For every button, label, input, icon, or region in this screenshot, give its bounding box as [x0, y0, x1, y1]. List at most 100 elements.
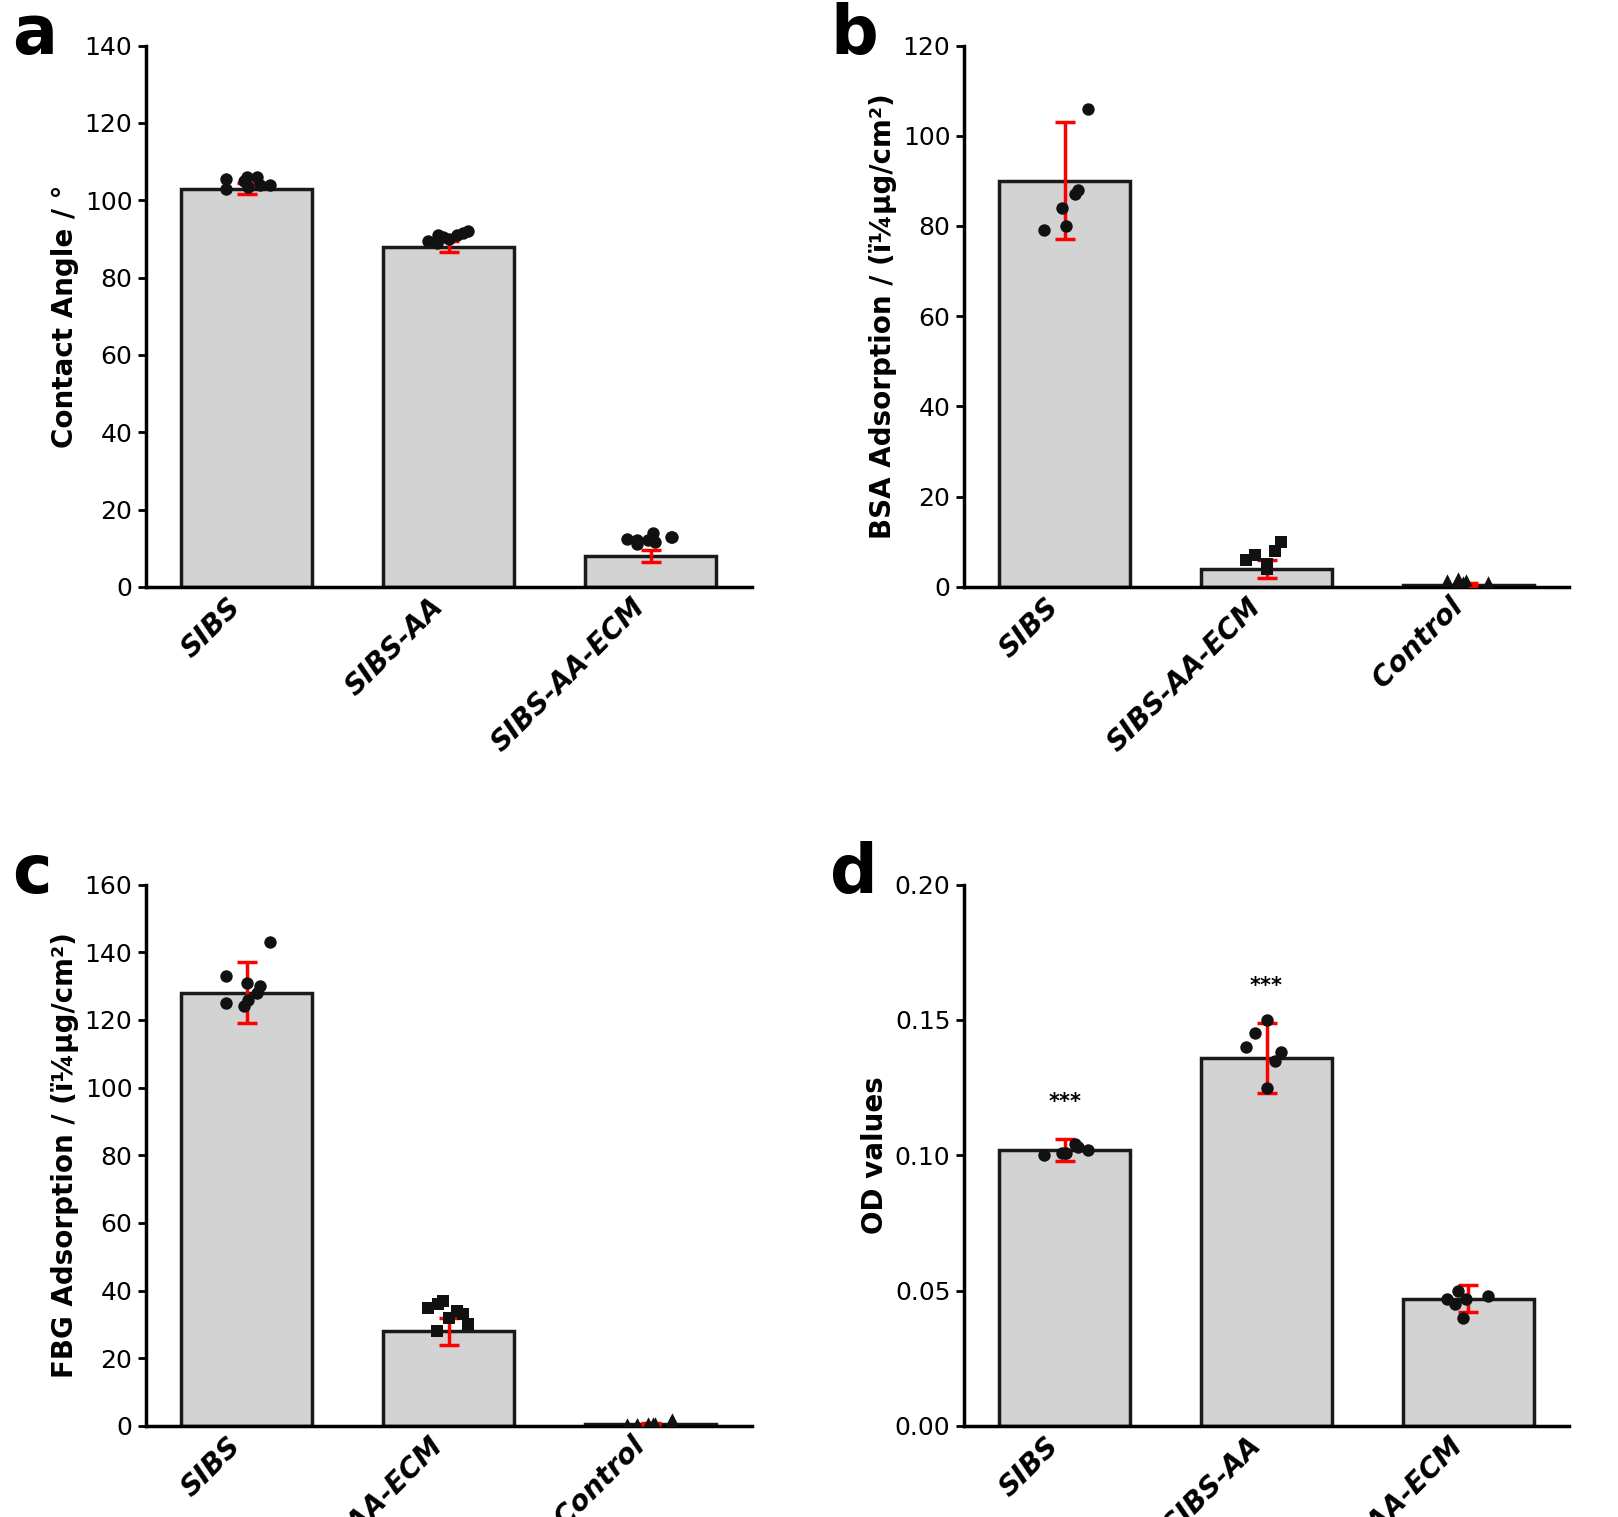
Point: [641, 520, 667, 545]
Point: [636, 1411, 662, 1435]
Point: [424, 231, 450, 255]
Point: [1453, 1286, 1479, 1311]
Text: a: a: [13, 2, 57, 68]
Point: [214, 167, 239, 191]
Point: [1053, 214, 1079, 238]
Text: ***: ***: [1048, 1092, 1081, 1112]
Point: [244, 981, 270, 1006]
Point: [1435, 567, 1461, 592]
Point: [1048, 196, 1074, 220]
Y-axis label: Contact Angle / °: Contact Angle / °: [52, 185, 79, 448]
Point: [625, 1412, 650, 1437]
Point: [1445, 566, 1471, 590]
Point: [236, 174, 262, 199]
Point: [660, 1408, 686, 1432]
Y-axis label: OD values: OD values: [861, 1077, 888, 1235]
Text: ***: ***: [1251, 975, 1283, 995]
Bar: [1403, 1299, 1534, 1426]
Point: [1450, 570, 1476, 595]
Point: [214, 991, 239, 1015]
Point: [1254, 552, 1280, 576]
Point: [1063, 1132, 1089, 1156]
Y-axis label: BSA Adsorption / (ï¼µg/cm²): BSA Adsorption / (ï¼µg/cm²): [869, 94, 896, 539]
Bar: [1201, 1057, 1332, 1426]
Point: [231, 168, 257, 193]
Point: [1031, 1144, 1057, 1168]
Point: [424, 1320, 450, 1344]
Point: [1074, 97, 1100, 121]
Point: [659, 525, 684, 549]
Point: [660, 525, 686, 549]
Point: [450, 221, 476, 246]
Point: [430, 1288, 456, 1312]
Point: [1243, 1021, 1269, 1045]
Bar: [1403, 584, 1534, 587]
Point: [435, 1306, 461, 1330]
Text: d: d: [830, 842, 879, 907]
Point: [450, 1302, 476, 1326]
Point: [445, 223, 471, 247]
Point: [456, 218, 482, 243]
Point: [1063, 182, 1089, 206]
Point: [623, 532, 649, 557]
Point: [636, 528, 662, 552]
Point: [1442, 572, 1468, 596]
Point: [625, 528, 650, 552]
Point: [1476, 570, 1502, 595]
Bar: [383, 247, 515, 587]
Point: [244, 165, 270, 190]
Text: b: b: [830, 2, 879, 68]
Point: [233, 165, 259, 190]
Point: [1269, 529, 1294, 554]
Point: [426, 223, 451, 247]
Point: [414, 1296, 440, 1320]
Point: [435, 226, 461, 250]
Point: [1269, 1041, 1294, 1065]
Point: [1048, 1141, 1074, 1165]
Point: [257, 930, 283, 954]
Point: [1254, 1007, 1280, 1032]
Point: [1435, 1286, 1461, 1311]
Point: [1243, 543, 1269, 567]
Point: [1233, 1035, 1259, 1059]
Point: [236, 988, 262, 1012]
Point: [642, 1411, 668, 1435]
Point: [615, 1412, 641, 1437]
Y-axis label: FBG Adsorption / (ï¼µg/cm²): FBG Adsorption / (ï¼µg/cm²): [52, 933, 79, 1379]
Point: [1254, 1076, 1280, 1100]
Text: c: c: [13, 842, 52, 907]
Point: [1254, 557, 1280, 581]
Point: [426, 1292, 451, 1317]
Point: [642, 531, 668, 555]
Point: [1031, 218, 1057, 243]
Point: [1445, 1279, 1471, 1303]
Point: [1065, 177, 1091, 202]
Point: [248, 974, 273, 998]
Point: [231, 994, 257, 1018]
Point: [615, 526, 641, 551]
Point: [1476, 1283, 1502, 1308]
Point: [1262, 539, 1288, 563]
Point: [248, 173, 273, 197]
Point: [456, 1312, 482, 1336]
Point: [1053, 1141, 1079, 1165]
Point: [214, 963, 239, 988]
Point: [1450, 1306, 1476, 1330]
Bar: [584, 1424, 717, 1426]
Point: [233, 971, 259, 995]
Point: [1262, 1048, 1288, 1073]
Point: [430, 225, 456, 249]
Point: [257, 173, 283, 197]
Point: [1074, 1138, 1100, 1162]
Point: [641, 1411, 667, 1435]
Point: [659, 1409, 684, 1434]
Bar: [1201, 569, 1332, 587]
Point: [445, 1299, 471, 1323]
Bar: [998, 1150, 1131, 1426]
Point: [1065, 1135, 1091, 1159]
Bar: [181, 994, 312, 1426]
Bar: [181, 188, 312, 587]
Point: [214, 176, 239, 200]
Point: [1442, 1292, 1468, 1317]
Point: [623, 1412, 649, 1437]
